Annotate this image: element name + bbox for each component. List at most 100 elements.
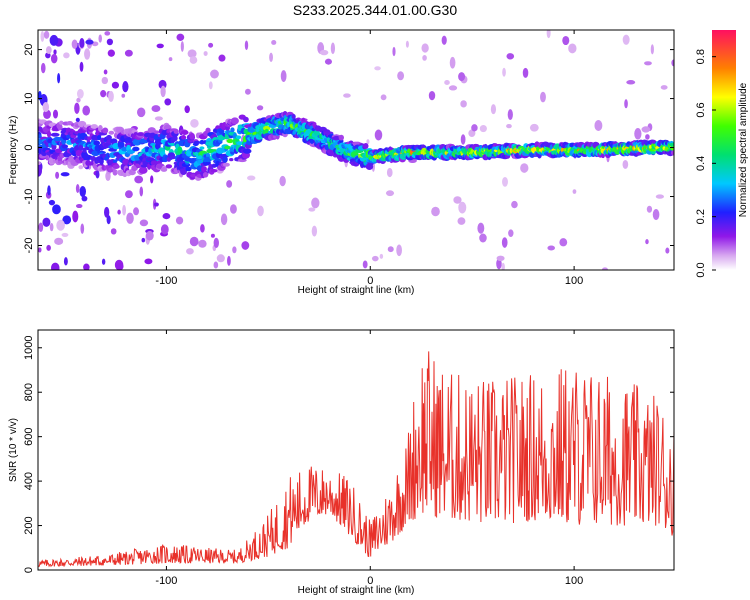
heatmap-cell xyxy=(622,159,629,169)
spectrogram-y-label: Frequency (Hz) xyxy=(8,116,19,185)
heatmap-cell xyxy=(229,204,237,214)
heatmap-cell xyxy=(75,204,83,209)
heatmap-cell xyxy=(540,91,546,103)
heatmap-cell xyxy=(458,201,467,214)
heatmap-cell xyxy=(522,67,529,78)
heatmap-cell xyxy=(138,166,148,174)
x-tick-label: -100 xyxy=(155,575,177,587)
heatmap-cell xyxy=(56,219,65,231)
heatmap-cell xyxy=(83,263,90,270)
heatmap-cell xyxy=(208,42,214,48)
heatmap-cell xyxy=(52,204,61,215)
heatmap-cell xyxy=(624,99,628,109)
heatmap-cell xyxy=(105,134,112,141)
heatmap-cell xyxy=(85,39,94,45)
heatmap-cell xyxy=(626,80,636,85)
heatmap-cell xyxy=(78,165,84,170)
heatmap-cell xyxy=(529,123,539,132)
heatmap-cell xyxy=(57,124,63,131)
heatmap-cell xyxy=(45,46,52,54)
heatmap-cell xyxy=(189,132,195,140)
heatmap-cell xyxy=(385,190,395,197)
heatmap-cell xyxy=(374,66,381,71)
heatmap-cell xyxy=(245,88,251,95)
heatmap-cell xyxy=(201,166,207,173)
y-tick-label: 20 xyxy=(23,43,35,55)
heatmap-cell xyxy=(501,262,505,270)
heatmap-cell xyxy=(108,90,114,102)
heatmap-cell xyxy=(671,59,674,67)
heatmap-cell xyxy=(547,245,555,251)
heatmap-cell xyxy=(180,41,184,52)
heatmap-cell xyxy=(76,97,81,103)
heatmap-cell xyxy=(95,170,100,179)
heatmap-cell xyxy=(150,175,154,184)
heatmap-cell xyxy=(222,162,230,167)
y-tick-label: 800 xyxy=(23,383,35,401)
heatmap-cell xyxy=(202,172,209,178)
heatmap-cell xyxy=(189,236,199,247)
heatmap-cell xyxy=(457,217,466,225)
heatmap-cell xyxy=(362,260,368,269)
heatmap-cell xyxy=(187,49,197,58)
heatmap-cell xyxy=(79,38,85,49)
heatmap-cell xyxy=(210,169,218,173)
heatmap-cell xyxy=(189,56,198,64)
snr-y-label: SNR (10 * v/v) xyxy=(8,418,19,482)
heatmap-cell xyxy=(162,213,171,220)
heatmap-cell xyxy=(58,120,64,125)
heatmap-cell xyxy=(311,225,318,237)
heatmap-cell xyxy=(79,61,84,72)
heatmap-cell xyxy=(63,52,70,59)
heatmap-cell xyxy=(79,185,86,198)
heatmap-cell xyxy=(670,150,674,156)
colorbar: 0.0 0.2 0.4 0.6 0.8 Normalized spectral ampl… xyxy=(695,30,749,278)
heatmap-cell xyxy=(112,164,120,169)
heatmap-cell xyxy=(502,177,508,187)
heatmap-cell xyxy=(309,139,315,145)
heatmap-cell xyxy=(203,51,208,56)
heatmap-cell xyxy=(193,140,201,145)
heatmap-cell xyxy=(139,219,149,227)
heatmap-cell xyxy=(198,239,207,248)
heatmap-cell xyxy=(180,130,189,135)
heatmap-cell xyxy=(110,228,117,235)
heatmap-cell xyxy=(124,137,133,145)
heatmap-cell xyxy=(371,255,379,262)
heatmap-cell xyxy=(622,34,630,45)
heatmap-cell xyxy=(655,194,664,199)
heatmap-cell xyxy=(226,180,233,188)
heatmap-cell xyxy=(181,135,187,140)
x-tick-label: 100 xyxy=(565,275,583,287)
heatmap-cell xyxy=(151,105,161,112)
heatmap-cell xyxy=(46,130,52,138)
snr-x-label: Height of straight line (km) xyxy=(298,585,415,596)
heatmap-cell xyxy=(508,229,514,238)
heatmap-cell xyxy=(386,167,393,178)
heatmap-cell xyxy=(165,164,173,169)
spectrogram-x-ticks: -100 0 100 xyxy=(155,30,583,287)
heatmap-cell xyxy=(441,35,447,45)
y-tick-label: 0 xyxy=(23,567,35,573)
heatmap-cell xyxy=(220,213,228,226)
heatmap-cell xyxy=(53,49,57,55)
heatmap-cell xyxy=(226,138,234,144)
heatmap-cell xyxy=(122,81,129,93)
heatmap-cell xyxy=(444,80,450,85)
heatmap-cell xyxy=(242,148,252,154)
heatmap-cell xyxy=(199,146,205,150)
heatmap-cell xyxy=(173,129,179,135)
heatmap-cell xyxy=(148,147,153,155)
heatmap-cell xyxy=(76,88,84,99)
heatmap-cell xyxy=(87,136,92,141)
colorbar-tick-label: 0.6 xyxy=(695,102,707,117)
heatmap-cell xyxy=(177,146,183,154)
heatmap-cell xyxy=(137,107,146,118)
heatmap-cell xyxy=(374,129,383,141)
heatmap-cell xyxy=(98,34,102,43)
heatmap-cell xyxy=(49,223,54,232)
y-tick-label: 1000 xyxy=(23,336,35,360)
heatmap-cell xyxy=(107,49,115,57)
heatmap-cell xyxy=(101,258,106,265)
heatmap-cell xyxy=(280,70,287,82)
